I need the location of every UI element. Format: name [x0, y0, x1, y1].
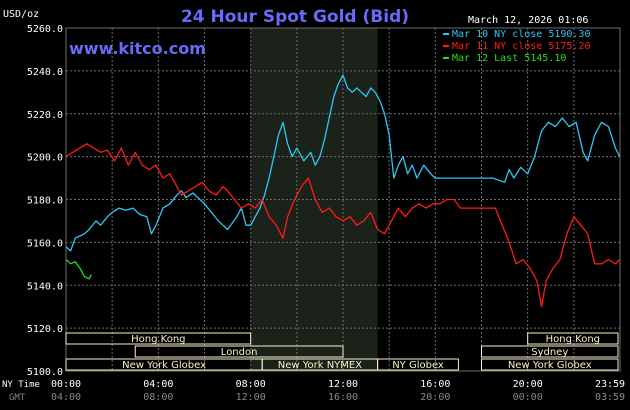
series-line: [65, 259, 92, 280]
x-tick-label-gmt: 03:59: [595, 392, 625, 403]
y-tick-label: 5160.0: [27, 238, 63, 249]
x-tick-label-ny: 16:00: [420, 379, 450, 390]
session-label: New York Globex: [508, 360, 592, 371]
session-bar: Hong Kong: [527, 332, 619, 345]
y-tick-label: 5220.0: [27, 110, 63, 121]
session-bar-box: [65, 332, 252, 345]
x-tick-label-gmt: 16:00: [328, 392, 358, 403]
session-label: Hong Kong: [546, 334, 600, 345]
y-tick-labels: 5100.0 5120.0 5140.0 5160.0 5180.0 5200.0 5220…: [27, 24, 63, 378]
gmt-label: GMT: [9, 393, 26, 403]
y-tick-label: 5240.0: [27, 67, 63, 78]
session-bar: Sydney: [481, 345, 619, 358]
x-tick-labels: 00:00 04:00 04:00 08:00 08:00 12:00 12:00 16:00…: [51, 379, 625, 403]
x-tick-label-ny: 08:00: [236, 379, 266, 390]
session-label: London: [221, 347, 258, 358]
x-tick-label-ny: 04:00: [143, 379, 173, 390]
series-line: [65, 74, 621, 252]
x-tick-label-gmt: 20:00: [420, 392, 450, 403]
session-bar: New York Globex: [481, 358, 619, 371]
session-bar-box: [377, 358, 459, 371]
session-label: Hong Kong: [131, 334, 185, 345]
x-tick-label-ny: 23:59: [595, 379, 625, 390]
legend-label: Mar 12 Last 5145.10: [452, 53, 566, 64]
chart-title: 24 Hour Spot Gold (Bid): [181, 7, 409, 27]
y-tick-label: 5180.0: [27, 196, 63, 207]
x-tick-label-gmt: 08:00: [143, 392, 173, 403]
date-label: March 12, 2026 01:06: [468, 15, 588, 26]
y-tick-label: 5120.0: [27, 324, 63, 335]
grid: [65, 27, 621, 372]
session-bar-box: [134, 345, 344, 358]
units-label: USD/oz: [3, 9, 39, 20]
plot-frame: [65, 27, 621, 372]
y-tick-label: 5200.0: [27, 153, 63, 164]
session-bar: New York NYMEX: [261, 358, 379, 371]
session-label: New York NYMEX: [278, 360, 363, 371]
x-tick-label-gmt: 00:00: [513, 392, 543, 403]
session-bar: Hong Kong: [65, 332, 252, 345]
legend-item: Mar 12 Last 5145.10: [443, 53, 566, 64]
session-bar: London: [134, 345, 344, 358]
legend-item: Mar 11 NY close 5175.20: [443, 41, 590, 52]
session-bar: NY Globex: [377, 358, 459, 371]
y-tick-label: 5100.0: [27, 367, 63, 378]
x-tick-label-ny: 00:00: [51, 379, 81, 390]
legend-label: Mar 11 NY close 5175.20: [452, 41, 590, 52]
x-tick-label-ny: 20:00: [513, 379, 543, 390]
x-tick-label-gmt: 04:00: [51, 392, 81, 403]
website-label: www.kitco.com: [69, 39, 206, 58]
series-line: [65, 143, 621, 308]
session-label: New York Globex: [122, 360, 206, 371]
y-tick-label: 5260.0: [27, 24, 63, 35]
ny-time-label: NY Time: [2, 380, 40, 390]
session-bar-box: [527, 332, 619, 345]
legend-label: Mar 10 NY close 5190.30: [452, 29, 590, 40]
x-tick-label-ny: 12:00: [328, 379, 358, 390]
y-tick-label: 5140.0: [27, 281, 63, 292]
session-bar-box: [481, 358, 619, 371]
session-bar-box: [481, 345, 619, 358]
trading-sessions: Hong Kong London New York Globex New York N…: [65, 332, 619, 371]
legend-item: Mar 10 NY close 5190.30: [443, 29, 590, 40]
series-lines: [65, 74, 621, 308]
x-tick-label-gmt: 12:00: [236, 392, 266, 403]
session-label: NY Globex: [392, 360, 444, 371]
session-label: Sydney: [531, 347, 568, 358]
